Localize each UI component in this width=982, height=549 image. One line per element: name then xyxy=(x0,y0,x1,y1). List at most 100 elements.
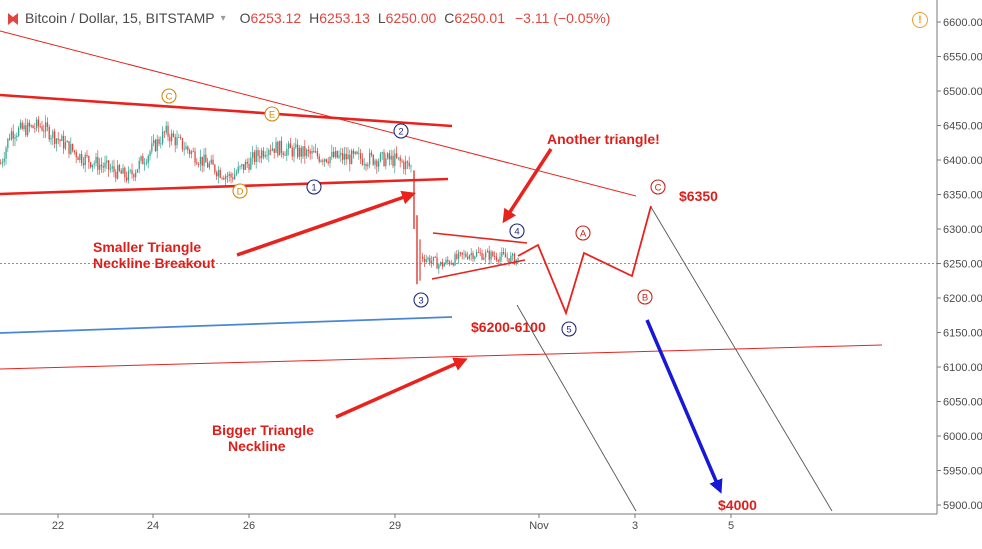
candle-body xyxy=(361,158,364,165)
candle-body xyxy=(106,160,108,163)
bitstamp-logo-icon xyxy=(8,12,19,25)
candle-body xyxy=(1,161,4,164)
candle-body xyxy=(66,141,68,143)
candle-body xyxy=(90,162,92,168)
candle-body xyxy=(431,261,433,264)
price-tick-label: 6450.00 xyxy=(943,121,982,133)
candle-body xyxy=(205,154,207,163)
candle-body xyxy=(351,150,353,165)
candle-body xyxy=(277,142,279,156)
candle-body xyxy=(406,161,409,163)
candle-body xyxy=(325,159,328,162)
candle-body xyxy=(185,146,187,150)
candle-body xyxy=(504,253,507,258)
price-tick-label: 6500.00 xyxy=(943,86,982,98)
candle-body xyxy=(345,153,347,160)
candle-body xyxy=(167,125,169,137)
candle-body xyxy=(374,160,376,165)
candle-body xyxy=(196,162,198,165)
candle-body xyxy=(70,143,72,154)
price-tick-label: 5950.00 xyxy=(943,466,982,478)
candle-body xyxy=(495,256,498,261)
candle-body xyxy=(64,142,67,149)
bigger-triangle-neckline xyxy=(0,344,883,370)
candle-body xyxy=(266,155,268,156)
annotation-target-6350: $6350 xyxy=(679,188,718,204)
candle-body xyxy=(235,172,238,175)
arrow-target-4000 xyxy=(645,319,723,494)
candle-body xyxy=(280,140,283,153)
warning-icon[interactable]: ! xyxy=(912,12,928,28)
candle-body xyxy=(510,255,512,263)
candle-body xyxy=(284,154,286,156)
time-tick-label: 26 xyxy=(243,520,255,532)
candle-body xyxy=(468,255,471,259)
candle-body xyxy=(156,139,158,152)
candle-body xyxy=(388,153,391,160)
candle-body xyxy=(390,155,392,160)
candle-body xyxy=(144,163,146,165)
candle-body xyxy=(91,164,94,168)
candle-body xyxy=(476,252,478,257)
time-tick-label: 22 xyxy=(52,520,64,532)
candle-body xyxy=(334,151,337,158)
price-tick-label: 6300.00 xyxy=(943,224,982,236)
price-tick-label: 6200.00 xyxy=(943,293,982,305)
candle-body xyxy=(34,128,36,129)
candle-body xyxy=(485,252,487,258)
candle-body xyxy=(367,164,369,167)
chevron-down-icon[interactable]: ▾ xyxy=(220,12,226,24)
long-downtrend-line xyxy=(0,30,637,197)
candle-body xyxy=(86,154,88,157)
candle-body xyxy=(470,253,472,256)
candle-body xyxy=(43,130,45,132)
candle-body xyxy=(181,138,184,150)
candle-body xyxy=(316,151,319,157)
candle-body xyxy=(75,151,77,158)
price-tick-label: 6250.00 xyxy=(943,259,982,271)
candle-body xyxy=(410,165,412,167)
wave-3-circle xyxy=(413,292,429,308)
candle-body xyxy=(327,161,329,164)
candle-body xyxy=(282,152,284,155)
candle-body xyxy=(422,256,424,259)
candle-body xyxy=(378,161,380,167)
price-tick-label: 6100.00 xyxy=(943,362,982,374)
wave-c-circle xyxy=(650,179,666,195)
candle-body xyxy=(219,170,221,178)
candle-body xyxy=(257,150,259,157)
candle-body xyxy=(318,156,320,162)
candle-body xyxy=(59,139,61,142)
price-tick-label: 6150.00 xyxy=(943,328,982,340)
projected-price-path xyxy=(517,205,652,316)
candle-body xyxy=(396,153,398,158)
symbol-title[interactable]: Bitcoin / Dollar, 15, BITSTAMP xyxy=(25,10,215,26)
candle-body xyxy=(454,254,456,266)
candle-body xyxy=(61,135,63,142)
candle-body xyxy=(151,143,153,152)
candle-body xyxy=(443,263,445,267)
candle-body xyxy=(187,146,189,151)
candle-body xyxy=(503,252,505,254)
wave-d-orange-circle xyxy=(232,183,248,199)
candle-body xyxy=(512,253,514,256)
candle-body xyxy=(172,133,175,137)
price-tick-label: 6050.00 xyxy=(943,397,982,409)
wave-e-orange-circle xyxy=(264,106,280,122)
candle-body xyxy=(241,164,243,167)
candle-body xyxy=(189,150,191,154)
candle-body xyxy=(399,157,401,161)
candle-body xyxy=(302,146,304,157)
candle-body xyxy=(397,157,400,159)
candle-body xyxy=(494,256,496,257)
candle-body xyxy=(360,153,362,159)
candle-body xyxy=(425,259,427,262)
candle-body xyxy=(7,138,9,149)
candle-body xyxy=(324,159,326,162)
candle-body xyxy=(55,138,58,144)
candle-body xyxy=(441,262,444,267)
candle-body xyxy=(458,252,460,259)
candle-body xyxy=(201,156,203,166)
candle-body xyxy=(392,155,394,166)
wave-5-circle xyxy=(561,321,577,337)
